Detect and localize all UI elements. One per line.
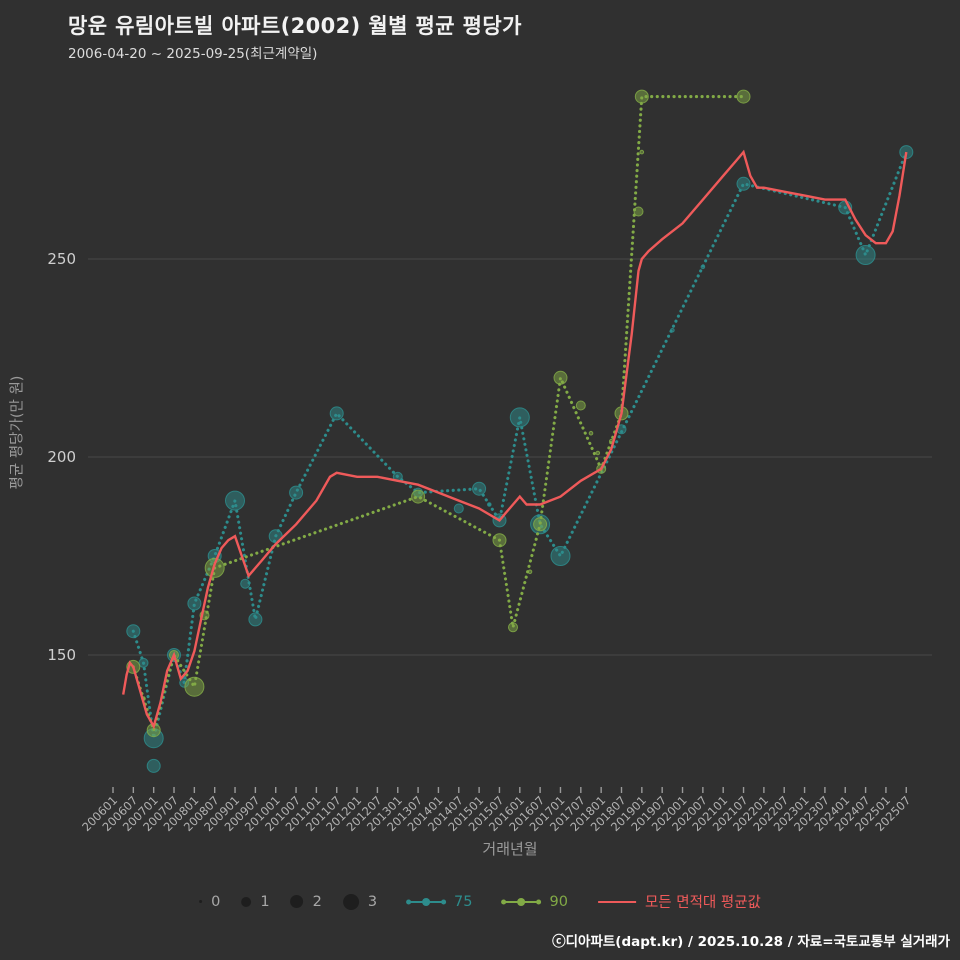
data-point [736,89,751,104]
size-legend-label: 2 [312,893,322,910]
data-point [588,430,594,436]
y-tick-label: 150 [47,646,76,664]
data-point [553,370,568,385]
data-point [187,596,202,611]
data-point [700,264,706,270]
series-avg [122,149,908,730]
red-line-icon [597,900,636,903]
legend-series-average: 모든 면적대 평균값 [597,891,761,912]
series-line [122,149,908,730]
data-point [634,89,649,104]
data-point [508,622,518,633]
size-legend-item-1: 1 [241,893,270,910]
legend-series-90: 90 [502,893,568,910]
size-legend-label: 1 [260,893,270,910]
data-point [575,400,586,411]
data-point [487,502,492,507]
data-point [184,676,205,697]
data-point [329,406,344,421]
y-axis-label: 평균 평당가(만 원) [9,375,26,490]
data-point [736,176,751,191]
data-point [126,624,141,639]
data-point [248,612,263,627]
data-point [509,407,530,428]
size-legend-item-2: 2 [290,893,322,910]
series-line [131,95,746,736]
data-point [550,546,571,566]
data-point [670,328,675,333]
legend-series-label: 90 [549,893,568,910]
series-75 [126,145,914,773]
data-point [533,517,548,532]
data-point [240,578,251,589]
size-legend-label: 0 [211,893,221,910]
data-point [138,657,149,668]
y-tick-label: 200 [47,448,76,466]
data-point [289,485,304,500]
data-point [855,245,876,265]
size-legend-item-3: 3 [342,893,378,910]
data-point [225,490,245,511]
legend-series-label: 75 [454,893,473,910]
y-tick-label: 250 [47,250,76,268]
data-point [492,533,507,548]
series-90 [126,89,751,738]
legend-series-label: 모든 면적대 평균값 [644,895,761,911]
green-line-marker-icon [502,897,541,906]
data-point [527,569,533,575]
data-point [633,206,644,217]
data-point [472,481,487,496]
size-dot-icon [290,895,304,908]
data-point [595,450,601,456]
data-point [146,758,161,773]
credit-text: ⓒ디아파트(dapt.kr) / 2025.10.28 / 자료=국토교통부 실… [552,934,950,950]
data-point [453,503,464,514]
size-dot-icon [342,893,359,910]
series-line [131,150,908,739]
size-legend-item-0: 0 [199,894,220,910]
teal-line-marker-icon [407,897,446,906]
chart-subtitle: 2006-04-20 ~ 2025-09-25(최근계약일) [68,46,318,62]
size-dot-icon [241,896,252,907]
legend: 0 1 2 3 75 90 모든 면적대 평균값 [199,891,761,912]
size-legend-label: 3 [367,893,378,910]
data-point [639,149,645,155]
data-point [411,489,426,504]
chart-title: 망운 유림아트빌 아파트(2002) 월별 평균 평당가 [68,14,522,38]
bubble-size-legend: 0 1 2 3 [199,893,378,910]
size-dot-icon [199,900,203,903]
legend-series-75: 75 [407,893,473,910]
chart-plot: 1502002502006012006072007012007072008012… [47,89,932,834]
x-axis-label: 거래년월 [482,840,538,858]
